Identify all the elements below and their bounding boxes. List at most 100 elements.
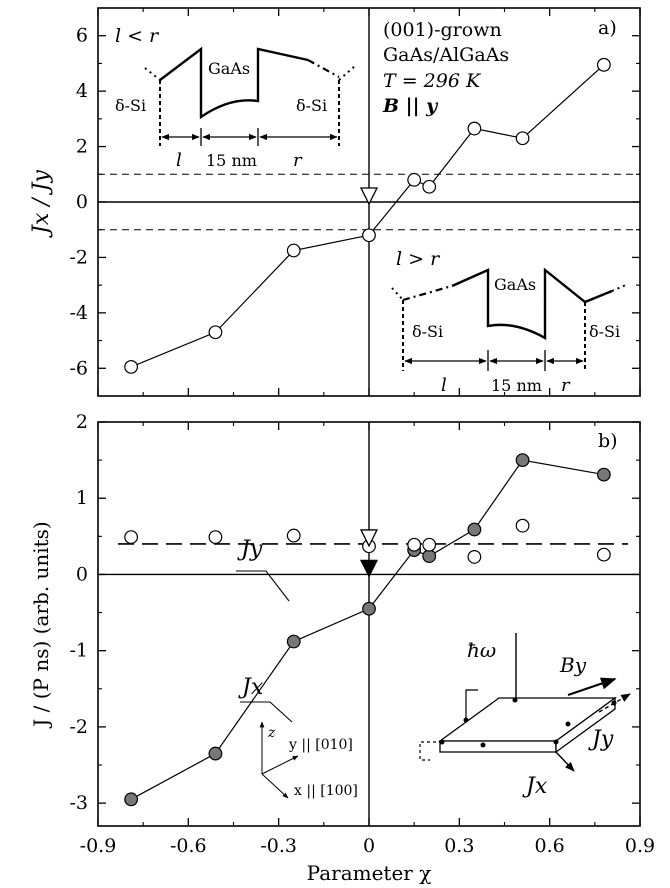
y-tick-label: -4 bbox=[69, 302, 88, 324]
data-point bbox=[422, 179, 437, 194]
panel-a-arrow-marker bbox=[359, 187, 379, 206]
data-point bbox=[467, 522, 482, 537]
data-point bbox=[124, 792, 139, 807]
inset-right-profile-left bbox=[391, 287, 404, 301]
data-point bbox=[208, 530, 223, 545]
panel-b-ticks: -3 -2 -1 0 1 2 bbox=[69, 411, 641, 826]
y-tick-label: -1 bbox=[69, 640, 88, 662]
inset-left-condition: l < r bbox=[115, 25, 160, 47]
zero-crossing-arrow bbox=[359, 529, 379, 548]
panel-a: -6 -4 -2 0 2 4 6 a) (001)-grown GaAs/AlGaAs T … bbox=[29, 7, 641, 397]
inset-left-profile-right bbox=[338, 65, 356, 81]
contact-4 bbox=[553, 739, 559, 745]
zero-crossing-arrow bbox=[359, 187, 379, 206]
x-tick-label: 0.3 bbox=[444, 835, 474, 857]
leader-jx bbox=[240, 701, 293, 723]
panel-a-label: a) bbox=[598, 17, 617, 39]
x-tick-labels: -0.9 -0.6 -0.3 0 0.3 0.6 0.9 bbox=[80, 835, 655, 857]
data-point bbox=[407, 537, 422, 552]
data-point bbox=[124, 530, 139, 545]
contact-2 bbox=[512, 697, 518, 703]
inset-left-doping-left-label: δ-Si bbox=[115, 96, 146, 115]
axis-x-label: x || [100] bbox=[294, 783, 358, 799]
axis-y-label: y || [010] bbox=[288, 737, 353, 753]
hbar-omega-label: ħω bbox=[467, 638, 496, 662]
sample-front-face bbox=[439, 740, 557, 753]
panel-b-points bbox=[124, 453, 611, 807]
inset-left-profile-tail bbox=[307, 59, 340, 78]
data-point bbox=[422, 549, 437, 564]
current-y-arrow bbox=[598, 693, 631, 713]
x-tick-label: -0.3 bbox=[260, 835, 297, 857]
inset-right-doping-right-label: δ-Si bbox=[589, 322, 620, 341]
data-point bbox=[286, 634, 301, 649]
data-point bbox=[596, 547, 611, 562]
sample-schematic: ħω By Jy Jx bbox=[419, 633, 631, 799]
sample-info-line3: T = 296 K bbox=[383, 70, 482, 92]
data-point bbox=[286, 528, 301, 543]
panel-b-ylabel: J / (P ns) (arb. units) bbox=[29, 521, 53, 728]
axis-y-arrow bbox=[261, 755, 299, 775]
sample-info-line1: (001)-grown bbox=[383, 19, 502, 41]
inset-left-doping-right-label: δ-Si bbox=[296, 96, 327, 115]
data-point bbox=[596, 467, 611, 482]
data-point bbox=[515, 131, 530, 146]
zero-crossing-arrow bbox=[359, 559, 379, 578]
inset-right-doping-left-label: δ-Si bbox=[412, 322, 443, 341]
y-tick-label: 1 bbox=[76, 487, 88, 509]
panel-b-reference-lines bbox=[98, 422, 640, 826]
panel-b: -3 -2 -1 0 1 2 b) Jy Jx ħω By bbox=[29, 411, 641, 827]
y-tick-label: 2 bbox=[76, 411, 88, 433]
leader-jy bbox=[236, 570, 290, 602]
inset-left: l < r GaAs δ-Si δ-Si l 15 nm r bbox=[115, 25, 356, 171]
y-tick-label: 2 bbox=[76, 136, 88, 158]
inset-left-well-label: GaAs bbox=[208, 59, 250, 78]
contact-5 bbox=[480, 742, 486, 748]
wire-bottom bbox=[419, 741, 442, 761]
y-tick-label: 0 bbox=[76, 563, 88, 585]
sample-info: (001)-grown GaAs/AlGaAs T = 296 K B || y bbox=[382, 19, 509, 117]
series-label-jx: Jx bbox=[238, 675, 264, 700]
coordinate-axes: z y || [010] x || [100] bbox=[259, 721, 358, 799]
sample-info-line4: B || y bbox=[382, 95, 439, 117]
inset-right-dim-r-label: r bbox=[561, 375, 571, 396]
inset-right: l > r GaAs δ-Si δ-Si l 15 nm r bbox=[391, 248, 629, 396]
y-tick-label: 4 bbox=[76, 80, 88, 102]
data-point bbox=[362, 601, 376, 616]
x-tick-label: 0 bbox=[363, 835, 375, 857]
data-point bbox=[515, 453, 530, 468]
inset-right-well-label: GaAs bbox=[494, 275, 536, 294]
y-tick-label: 6 bbox=[76, 25, 88, 47]
sample-info-line2: GaAs/AlGaAs bbox=[383, 44, 509, 66]
axis-x-arrow bbox=[261, 773, 289, 799]
y-tick-label: -2 bbox=[69, 246, 88, 268]
current-x-arrow bbox=[555, 751, 575, 772]
field-label: By bbox=[559, 653, 587, 677]
data-point bbox=[407, 172, 422, 187]
inset-left-dim-r-label: r bbox=[293, 150, 303, 171]
x-tick-label: 0.6 bbox=[535, 835, 565, 857]
data-point bbox=[362, 228, 376, 243]
inset-right-potential-profile bbox=[451, 267, 613, 341]
inset-left-potential-profile bbox=[159, 46, 309, 120]
inset-left-profile-left bbox=[144, 67, 161, 81]
data-point bbox=[124, 360, 139, 374]
panel-a-points bbox=[124, 57, 611, 374]
inset-left-dim-mid-label: 15 nm bbox=[206, 151, 257, 170]
panel-b-arrow-markers bbox=[359, 529, 379, 578]
wire-top bbox=[465, 689, 478, 720]
y-tick-label: -6 bbox=[69, 357, 88, 379]
inset-right-profile-dashdot bbox=[402, 284, 453, 302]
x-axis-label: Parameter χ bbox=[307, 861, 432, 885]
data-point bbox=[422, 537, 437, 552]
inset-right-condition: l > r bbox=[396, 248, 441, 270]
inset-right-profile-right bbox=[611, 283, 629, 292]
data-point bbox=[467, 550, 482, 564]
panel-a-ylabel: Jx / Jy bbox=[29, 169, 54, 237]
series-label-jy: Jy bbox=[237, 537, 263, 562]
y-tick-label: -3 bbox=[69, 792, 88, 814]
data-point bbox=[467, 121, 482, 136]
data-point bbox=[286, 243, 301, 258]
contact-6 bbox=[565, 721, 571, 727]
